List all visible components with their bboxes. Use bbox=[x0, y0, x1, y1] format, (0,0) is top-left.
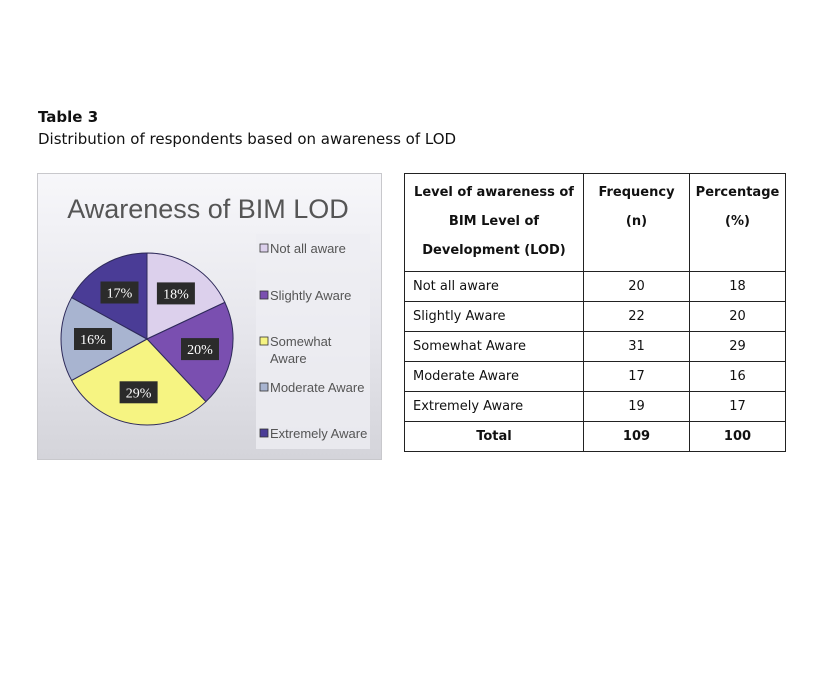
pie-slice-label-bg bbox=[100, 281, 139, 304]
cell-level: Moderate Aware bbox=[404, 361, 584, 392]
cell-frequency: 20 bbox=[583, 271, 690, 302]
cell-total-percentage: 100 bbox=[689, 421, 786, 452]
legend-swatch bbox=[259, 290, 269, 300]
legend-panel bbox=[256, 234, 370, 449]
legend-swatch bbox=[259, 428, 269, 438]
cell-level: Somewhat Aware bbox=[404, 331, 584, 362]
pie-slice-label-text: 18% bbox=[163, 287, 189, 302]
pie-slice-label-text: 16% bbox=[80, 333, 106, 348]
header-percentage-line: Percentage bbox=[695, 185, 780, 200]
awareness-table: Level of awareness of BIM Level of Devel… bbox=[404, 173, 786, 452]
table-total-row: Total 109 100 bbox=[404, 421, 786, 452]
legend-item: Moderate Aware bbox=[259, 380, 364, 395]
legend-item: Extremely Aware bbox=[259, 426, 367, 441]
table-row: Moderate Aware 17 16 bbox=[404, 361, 786, 392]
header-level: Level of awareness of BIM Level of Devel… bbox=[404, 173, 584, 272]
table-row: Not all aware 20 18 bbox=[404, 271, 786, 302]
pie-slice-label: 17% bbox=[100, 281, 139, 304]
pie-slice-label-text: 29% bbox=[126, 386, 152, 401]
pie-slice-label: 18% bbox=[156, 282, 195, 305]
cell-percentage: 17 bbox=[689, 391, 786, 422]
pie-slice-label-bg bbox=[119, 381, 158, 404]
cell-total-label: Total bbox=[404, 421, 584, 452]
chart-title: Awareness of BIM LOD bbox=[67, 194, 349, 224]
cell-percentage: 16 bbox=[689, 361, 786, 392]
pie-slice-label: 29% bbox=[119, 381, 158, 404]
header-level-line: Development (LOD) bbox=[422, 243, 566, 258]
header-level-line: BIM Level of bbox=[448, 214, 540, 229]
table-caption-label: Table 3 bbox=[38, 108, 99, 126]
table-row: Somewhat Aware 31 29 bbox=[404, 331, 786, 362]
header-percentage: Percentage (%) bbox=[689, 173, 786, 272]
pie-slice-label-text: 20% bbox=[187, 343, 213, 358]
header-frequency: Frequency (n) bbox=[583, 173, 690, 272]
cell-percentage: 20 bbox=[689, 301, 786, 332]
legend-label: Slightly Aware bbox=[270, 288, 351, 303]
legend-swatch bbox=[259, 336, 269, 346]
cell-frequency: 22 bbox=[583, 301, 690, 332]
cell-frequency: 31 bbox=[583, 331, 690, 362]
legend-label: Extremely Aware bbox=[270, 426, 367, 441]
cell-frequency: 19 bbox=[583, 391, 690, 422]
cell-total-frequency: 109 bbox=[583, 421, 690, 452]
legend-label: Not all aware bbox=[270, 241, 346, 256]
legend-item: Somewhat Aware bbox=[259, 334, 332, 366]
pie-chart: Awareness of BIM LOD 18% 20% 29% 16% 17% Not… bbox=[37, 173, 382, 460]
table-row: Slightly Aware 22 20 bbox=[404, 301, 786, 332]
pie-slice-label-bg bbox=[74, 328, 112, 350]
cell-frequency: 17 bbox=[583, 361, 690, 392]
header-frequency-line: Frequency bbox=[598, 185, 675, 200]
table-header-row: Level of awareness of BIM Level of Devel… bbox=[404, 173, 786, 272]
header-level-line: Level of awareness of bbox=[414, 185, 574, 200]
pie-slice-label-bg bbox=[156, 282, 195, 305]
pie-slice-label-text: 17% bbox=[107, 287, 133, 302]
table-row: Extremely Aware 19 17 bbox=[404, 391, 786, 422]
cell-level: Not all aware bbox=[404, 271, 584, 302]
pie-chart-canvas: Awareness of BIM LOD 18% 20% 29% 16% 17% Not… bbox=[60, 194, 370, 449]
pie-slice-label: 20% bbox=[181, 338, 219, 361]
header-percentage-line: (%) bbox=[725, 214, 750, 229]
legend-label: Moderate Aware bbox=[270, 380, 364, 395]
cell-level: Extremely Aware bbox=[404, 391, 584, 422]
legend-label: Aware bbox=[270, 351, 307, 366]
legend-swatch bbox=[259, 382, 269, 392]
cell-level: Slightly Aware bbox=[404, 301, 584, 332]
legend-label: Somewhat bbox=[270, 334, 332, 349]
pie-slice-label-bg bbox=[181, 338, 219, 361]
cell-percentage: 18 bbox=[689, 271, 786, 302]
legend-swatch bbox=[259, 243, 269, 253]
cell-percentage: 29 bbox=[689, 331, 786, 362]
legend-item: Not all aware bbox=[259, 241, 346, 256]
legend-item: Slightly Aware bbox=[259, 288, 351, 303]
header-frequency-line: (n) bbox=[625, 214, 648, 229]
pie-slice-label: 16% bbox=[74, 328, 112, 350]
table-caption-text: Distribution of respondents based on awa… bbox=[38, 130, 457, 148]
